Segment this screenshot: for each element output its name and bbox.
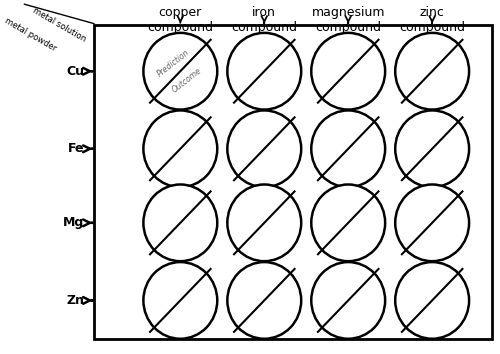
Ellipse shape [228,33,301,110]
Ellipse shape [144,262,218,339]
Ellipse shape [395,262,469,339]
Ellipse shape [228,110,301,187]
Text: Mg: Mg [63,216,84,229]
Text: metal powder: metal powder [2,17,58,53]
Ellipse shape [312,110,385,187]
Ellipse shape [228,262,301,339]
Ellipse shape [395,110,469,187]
Text: Zn: Zn [66,294,84,307]
Ellipse shape [144,110,218,187]
Ellipse shape [144,184,218,261]
Text: Cu: Cu [66,65,84,78]
Text: Prediction: Prediction [156,48,192,79]
Bar [94,25,492,339]
Ellipse shape [228,184,301,261]
Text: zinc
compound: zinc compound [399,6,465,34]
Ellipse shape [395,33,469,110]
Text: iron
compound: iron compound [232,6,298,34]
Text: metal solution: metal solution [30,6,88,44]
Text: Outcome: Outcome [170,66,203,94]
Text: Fe: Fe [68,142,84,155]
Text: copper
compound: copper compound [148,6,214,34]
Ellipse shape [144,33,218,110]
Ellipse shape [395,184,469,261]
Ellipse shape [312,33,385,110]
Text: magnesium
compound: magnesium compound [312,6,385,34]
Ellipse shape [312,262,385,339]
Ellipse shape [312,184,385,261]
